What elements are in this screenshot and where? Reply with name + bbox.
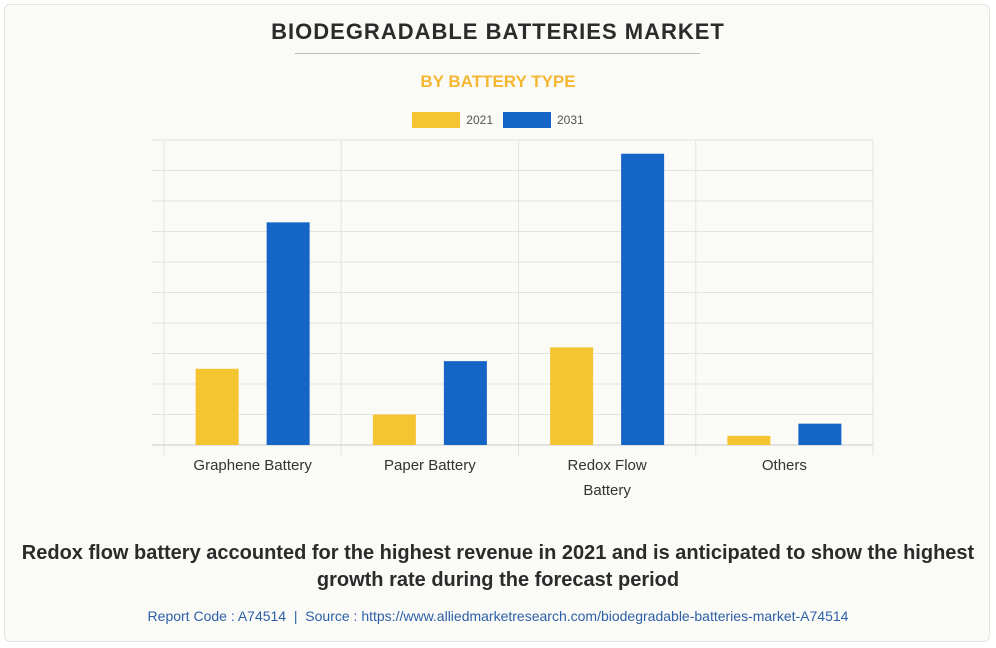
bar-2021-3 [727,435,771,445]
chart-subtitle: BY BATTERY TYPE [420,72,576,91]
bar-2031-1 [443,361,487,445]
legend-label-2031: 2031 [557,113,584,127]
bar-2031-0 [266,222,310,445]
x-tick-label: Others [762,457,807,474]
bar-2021-2 [550,347,594,445]
x-tick-label: Redox Flow [568,457,647,474]
legend-item-2031[interactable]: 2031 [503,112,584,128]
source-footer: Report Code : A74514 | Source : https://… [0,608,996,624]
x-tick-label: Paper Battery [384,457,476,474]
footer-separator: | [293,608,298,624]
bar-2021-1 [372,414,416,445]
source-link[interactable]: Source : https://www.alliedmarketresearc… [305,608,849,624]
bar-2031-3 [798,423,842,445]
legend-item-2021[interactable]: 2021 [412,112,493,128]
legend: 2021 2031 [0,112,996,128]
headline-caption: Redox flow battery accounted for the hig… [21,542,975,591]
legend-swatch-2031 [503,112,551,128]
x-tick-label: Battery [583,482,631,499]
legend-label-2021: 2021 [466,113,493,127]
report-code: Report Code : A74514 [147,608,287,624]
chart-title: BIODEGRADABLE BATTERIES MARKET [271,19,725,44]
legend-swatch-2021 [412,112,461,128]
title-divider [295,53,700,54]
bar-2021-0 [195,368,239,445]
x-tick-label: Graphene Battery [193,457,312,474]
bar-2031-2 [621,153,665,445]
